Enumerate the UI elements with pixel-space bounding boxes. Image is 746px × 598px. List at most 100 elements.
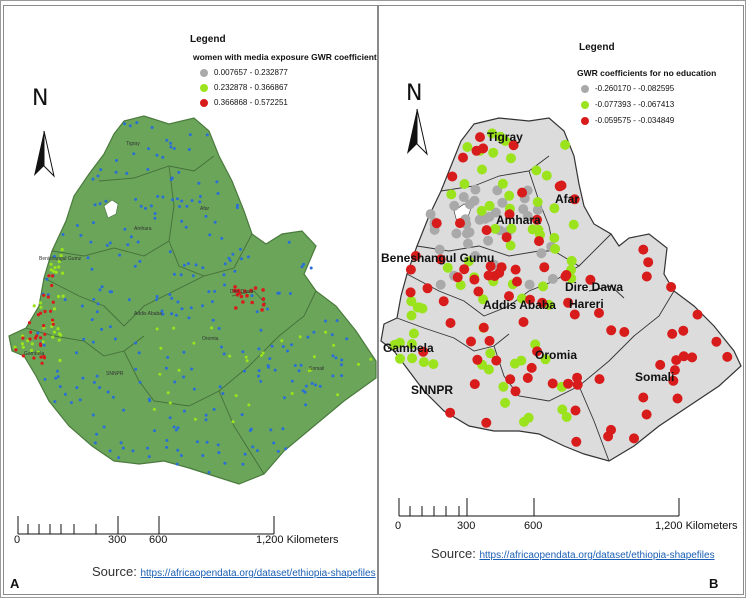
survey-point <box>619 327 630 337</box>
survey-point <box>395 353 405 364</box>
legend-title-a: Legend <box>190 34 226 45</box>
survey-point <box>249 288 253 293</box>
survey-point <box>187 316 191 320</box>
survey-point <box>159 346 163 350</box>
survey-point <box>61 271 65 275</box>
survey-point <box>60 248 64 252</box>
survey-point <box>57 265 61 269</box>
survey-point <box>174 428 178 432</box>
survey-point <box>261 302 266 307</box>
source-link-b[interactable]: https://africaopendata.org/dataset/ethio… <box>479 550 715 561</box>
survey-point <box>106 390 110 394</box>
survey-point <box>43 309 47 314</box>
survey-point <box>128 124 132 128</box>
survey-point <box>189 306 193 310</box>
survey-point <box>566 255 577 266</box>
survey-point <box>27 321 32 325</box>
survey-point <box>406 310 417 321</box>
lake-tana-a <box>103 199 119 219</box>
survey-point <box>108 449 112 453</box>
survey-point <box>93 203 97 207</box>
survey-point <box>568 219 579 230</box>
survey-point <box>49 309 53 313</box>
scale-tick-a-0: 0 <box>14 534 21 546</box>
survey-point <box>293 364 297 367</box>
legend-title-b: Legend <box>579 42 615 53</box>
survey-point <box>455 218 465 229</box>
survey-point <box>134 367 138 371</box>
survey-points-b <box>389 128 733 447</box>
scale-tick-a-600: 600 <box>149 534 168 546</box>
survey-point <box>194 263 198 267</box>
survey-point <box>43 332 47 336</box>
survey-point <box>496 262 507 273</box>
survey-point <box>298 335 302 339</box>
survey-point <box>272 441 276 445</box>
survey-point <box>240 257 243 261</box>
survey-point <box>115 159 118 162</box>
survey-point <box>155 298 158 302</box>
survey-point <box>324 330 328 334</box>
survey-point <box>243 369 246 373</box>
survey-point <box>484 211 495 222</box>
survey-point <box>123 122 127 126</box>
panel-a-map: N Legend women with media exposure GWR c… <box>3 5 378 595</box>
survey-point <box>95 432 99 436</box>
scale-tick-a-1200: 1,200 Kilometers <box>256 534 339 546</box>
survey-point <box>14 348 18 352</box>
survey-point <box>223 461 227 465</box>
survey-point <box>463 256 474 267</box>
scale-tick-b-0: 0 <box>395 520 402 532</box>
survey-point <box>69 401 73 405</box>
survey-point <box>51 318 55 322</box>
survey-point <box>340 358 344 362</box>
survey-point <box>451 228 462 239</box>
survey-point <box>153 429 156 433</box>
survey-point <box>241 300 245 304</box>
survey-point <box>201 304 204 308</box>
survey-point <box>497 197 508 208</box>
survey-point <box>21 345 25 349</box>
survey-point <box>481 225 492 236</box>
survey-point <box>193 417 197 421</box>
survey-point <box>122 408 126 412</box>
survey-point <box>324 319 327 323</box>
survey-point <box>220 236 224 240</box>
survey-point <box>508 140 519 151</box>
survey-point <box>569 194 580 205</box>
survey-point <box>168 401 172 405</box>
survey-point <box>58 358 62 363</box>
survey-point <box>161 155 165 159</box>
survey-point <box>222 273 226 277</box>
survey-point <box>406 339 417 349</box>
survey-point <box>452 272 463 283</box>
survey-point <box>176 426 180 430</box>
survey-point <box>164 366 168 370</box>
survey-point <box>281 345 285 348</box>
source-link-a[interactable]: https://africaopendata.org/dataset/ethio… <box>140 568 376 579</box>
survey-point <box>539 262 550 273</box>
survey-point <box>483 270 494 281</box>
survey-point <box>43 377 47 381</box>
survey-point <box>192 387 196 391</box>
ethiopia-outline-a <box>8 115 377 485</box>
survey-point <box>179 273 183 277</box>
survey-point <box>108 325 112 329</box>
survey-point <box>302 262 306 266</box>
survey-point <box>210 300 214 304</box>
survey-point <box>270 344 274 348</box>
survey-point <box>205 440 209 444</box>
survey-point <box>469 274 480 285</box>
survey-point <box>184 225 188 229</box>
survey-point <box>152 407 156 411</box>
survey-point <box>488 147 499 158</box>
survey-point <box>504 190 515 201</box>
survey-point <box>462 142 473 152</box>
survey-point <box>42 354 46 358</box>
survey-point <box>233 269 237 273</box>
survey-point <box>571 436 582 447</box>
survey-point <box>505 374 516 385</box>
survey-point <box>247 403 251 407</box>
survey-point <box>126 243 130 247</box>
legend-subtitle-a: women with media exposure GWR coefficien… <box>193 52 378 62</box>
